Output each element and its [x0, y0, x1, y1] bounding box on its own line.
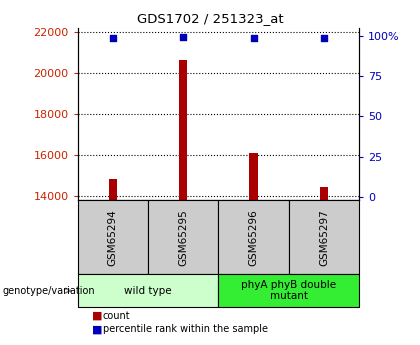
- Text: count: count: [103, 311, 131, 321]
- Point: [110, 35, 116, 41]
- Text: GSM65296: GSM65296: [249, 209, 259, 266]
- Text: GDS1702 / 251323_at: GDS1702 / 251323_at: [136, 12, 284, 25]
- Text: ■: ■: [92, 325, 103, 334]
- Text: genotype/variation: genotype/variation: [2, 286, 95, 296]
- Text: GSM65297: GSM65297: [319, 209, 329, 266]
- Bar: [109, 179, 117, 345]
- Text: percentile rank within the sample: percentile rank within the sample: [103, 325, 268, 334]
- Point: [250, 35, 257, 40]
- Bar: [179, 60, 187, 345]
- Text: phyA phyB double
mutant: phyA phyB double mutant: [241, 280, 336, 302]
- Point: [180, 34, 186, 40]
- Text: GSM65295: GSM65295: [178, 209, 188, 266]
- Text: wild type: wild type: [124, 286, 172, 296]
- Bar: [249, 153, 258, 345]
- Text: ■: ■: [92, 311, 103, 321]
- Bar: [320, 187, 328, 345]
- Point: [320, 36, 327, 41]
- Text: GSM65294: GSM65294: [108, 209, 118, 266]
